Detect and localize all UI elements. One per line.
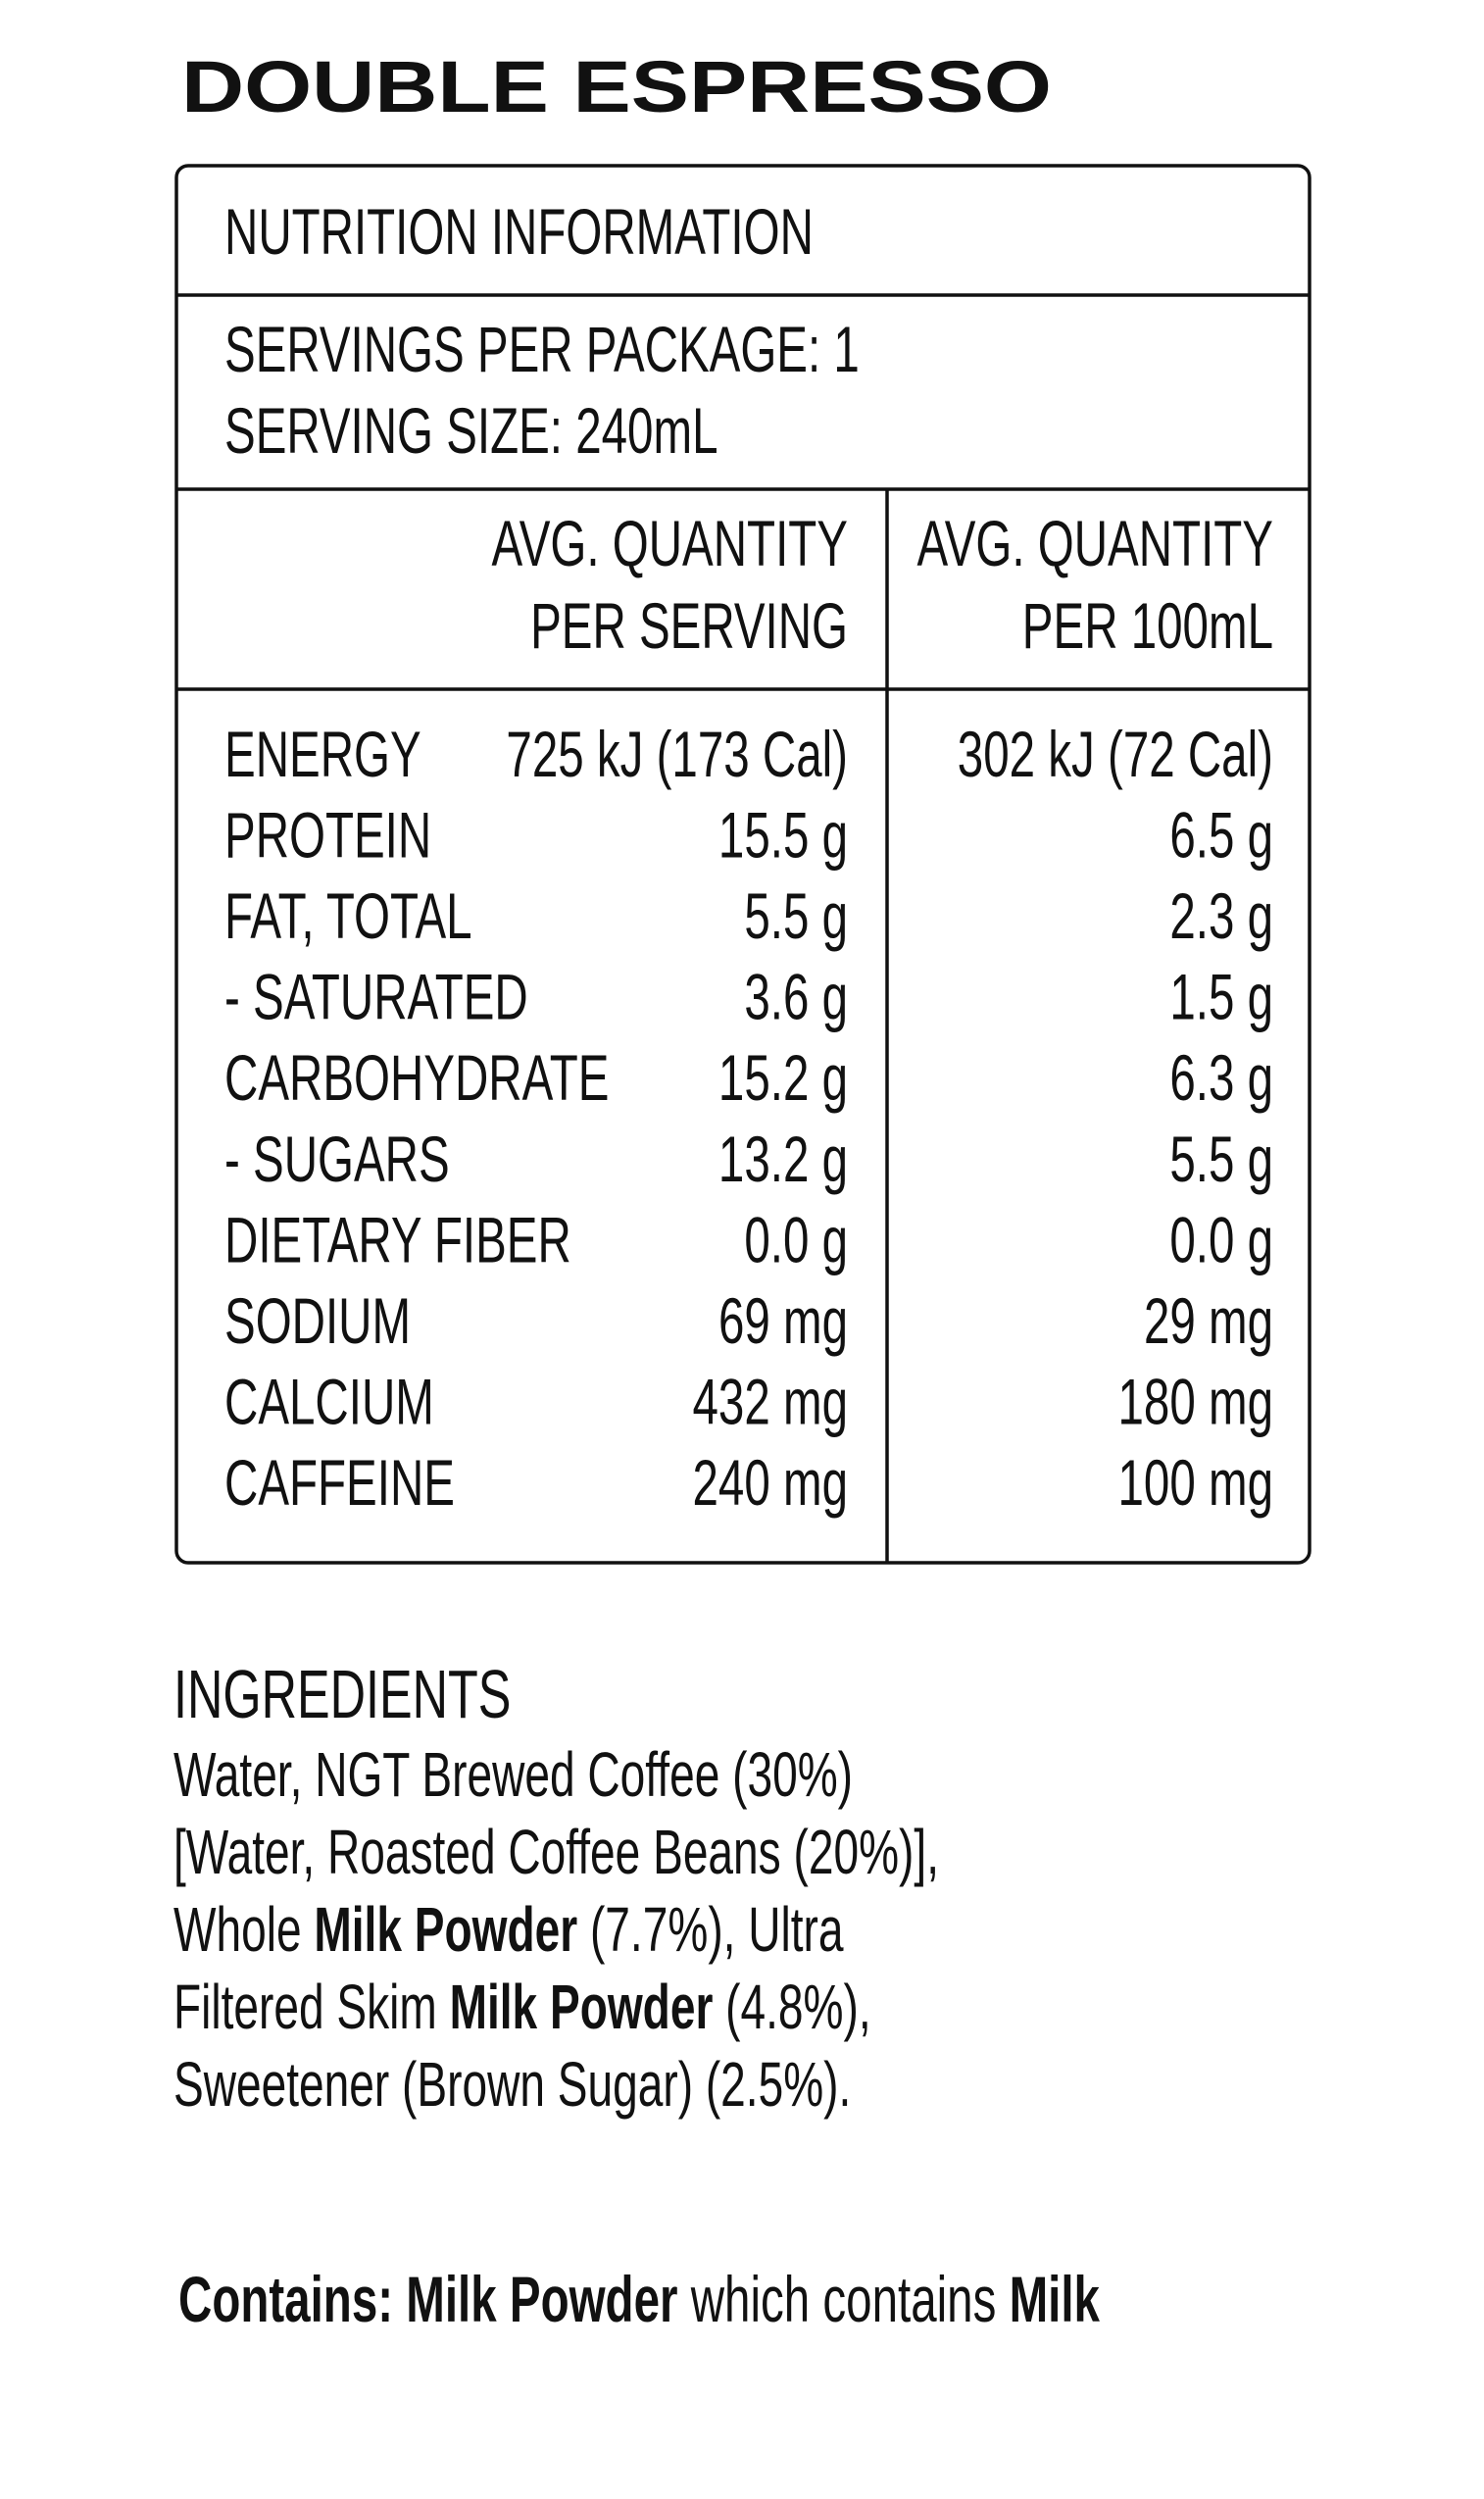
column-header: PER 100mL <box>1022 590 1273 662</box>
per-serving-value: 15.2 g <box>718 1043 848 1115</box>
column-header: AVG. QUANTITY <box>492 508 848 579</box>
per-100ml-value: 2.3 g <box>1169 880 1273 952</box>
ingredients-line: Whole Milk Powder (7.7%), Ultra <box>173 1894 844 1964</box>
nutrient-name: CARBOHYDRATE <box>224 1043 609 1115</box>
per-100ml-value: 180 mg <box>1118 1367 1273 1438</box>
servings-per-package: SERVINGS PER PACKAGE: 1 <box>224 314 860 385</box>
per-100ml-value: 100 mg <box>1118 1448 1273 1520</box>
nutrient-name: - SATURATED <box>224 962 528 1033</box>
nutrient-name: SODIUM <box>224 1285 411 1357</box>
bold-text: Contains: Milk Powder <box>178 2264 678 2335</box>
nutrient-name: FAT, TOTAL <box>224 880 472 952</box>
text-run: Filtered Skim <box>173 1972 450 2041</box>
bold-text: Milk Powder <box>450 1972 714 2041</box>
per-100ml-value: 6.5 g <box>1169 800 1273 872</box>
ingredients-line: Sweetener (Brown Sugar) (2.5%). <box>173 2049 851 2119</box>
per-serving-value: 240 mg <box>693 1448 848 1520</box>
nutrient-name: CAFFEINE <box>224 1448 455 1520</box>
text-run: Sweetener (Brown Sugar) (2.5%). <box>173 2049 851 2119</box>
per-serving-value: 3.6 g <box>744 962 848 1033</box>
ingredients-heading: INGREDIENTS <box>173 1656 511 1732</box>
nutrient-name: PROTEIN <box>224 800 431 872</box>
nutrient-name: ENERGY <box>224 719 421 790</box>
product-title: DOUBLE ESPRESSO <box>181 47 1052 127</box>
per-100ml-value: 5.5 g <box>1169 1124 1273 1195</box>
bold-text: Milk <box>1010 2264 1101 2335</box>
column-header: PER SERVING <box>530 590 848 662</box>
per-serving-value: 5.5 g <box>744 880 848 952</box>
text-run: [Water, Roasted Coffee Beans (20%)], <box>173 1817 939 1886</box>
per-100ml-value: 1.5 g <box>1169 962 1273 1033</box>
nutrient-name: - SUGARS <box>224 1124 450 1195</box>
ingredients-line: Filtered Skim Milk Powder (4.8%), <box>173 1972 871 2041</box>
per-serving-value: 432 mg <box>693 1367 848 1438</box>
nutrient-name: CALCIUM <box>224 1367 434 1438</box>
per-serving-value: 15.5 g <box>718 800 848 872</box>
text-run: Water, NGT Brewed Coffee (30%) <box>173 1739 853 1809</box>
per-100ml-value: 0.0 g <box>1169 1205 1273 1276</box>
ingredients-line: Water, NGT Brewed Coffee (30%) <box>173 1739 853 1809</box>
bold-text: Milk Powder <box>314 1894 577 1964</box>
per-100ml-value: 302 kJ (72 Cal) <box>958 719 1273 790</box>
text-run: (7.7%), Ultra <box>577 1894 843 1964</box>
per-serving-value: 69 mg <box>718 1285 848 1357</box>
text-run: (4.8%), <box>713 1972 870 2041</box>
allergen-statement: Contains: Milk Powder which contains Mil… <box>178 2264 1101 2335</box>
column-header: AVG. QUANTITY <box>917 508 1273 579</box>
text-run: Whole <box>173 1894 314 1964</box>
per-serving-value: 725 kJ (173 Cal) <box>506 719 848 790</box>
panel-heading: NUTRITION INFORMATION <box>224 196 814 268</box>
text-run: which contains <box>678 2264 1010 2335</box>
per-100ml-value: 29 mg <box>1144 1285 1273 1357</box>
per-serving-value: 13.2 g <box>718 1124 848 1195</box>
panel-border <box>174 164 1311 1565</box>
ingredients-line: [Water, Roasted Coffee Beans (20%)], <box>173 1817 939 1886</box>
nutrient-name: DIETARY FIBER <box>224 1205 571 1276</box>
per-100ml-value: 6.3 g <box>1169 1043 1273 1115</box>
serving-size: SERVING SIZE: 240mL <box>224 395 717 467</box>
per-serving-value: 0.0 g <box>744 1205 848 1276</box>
